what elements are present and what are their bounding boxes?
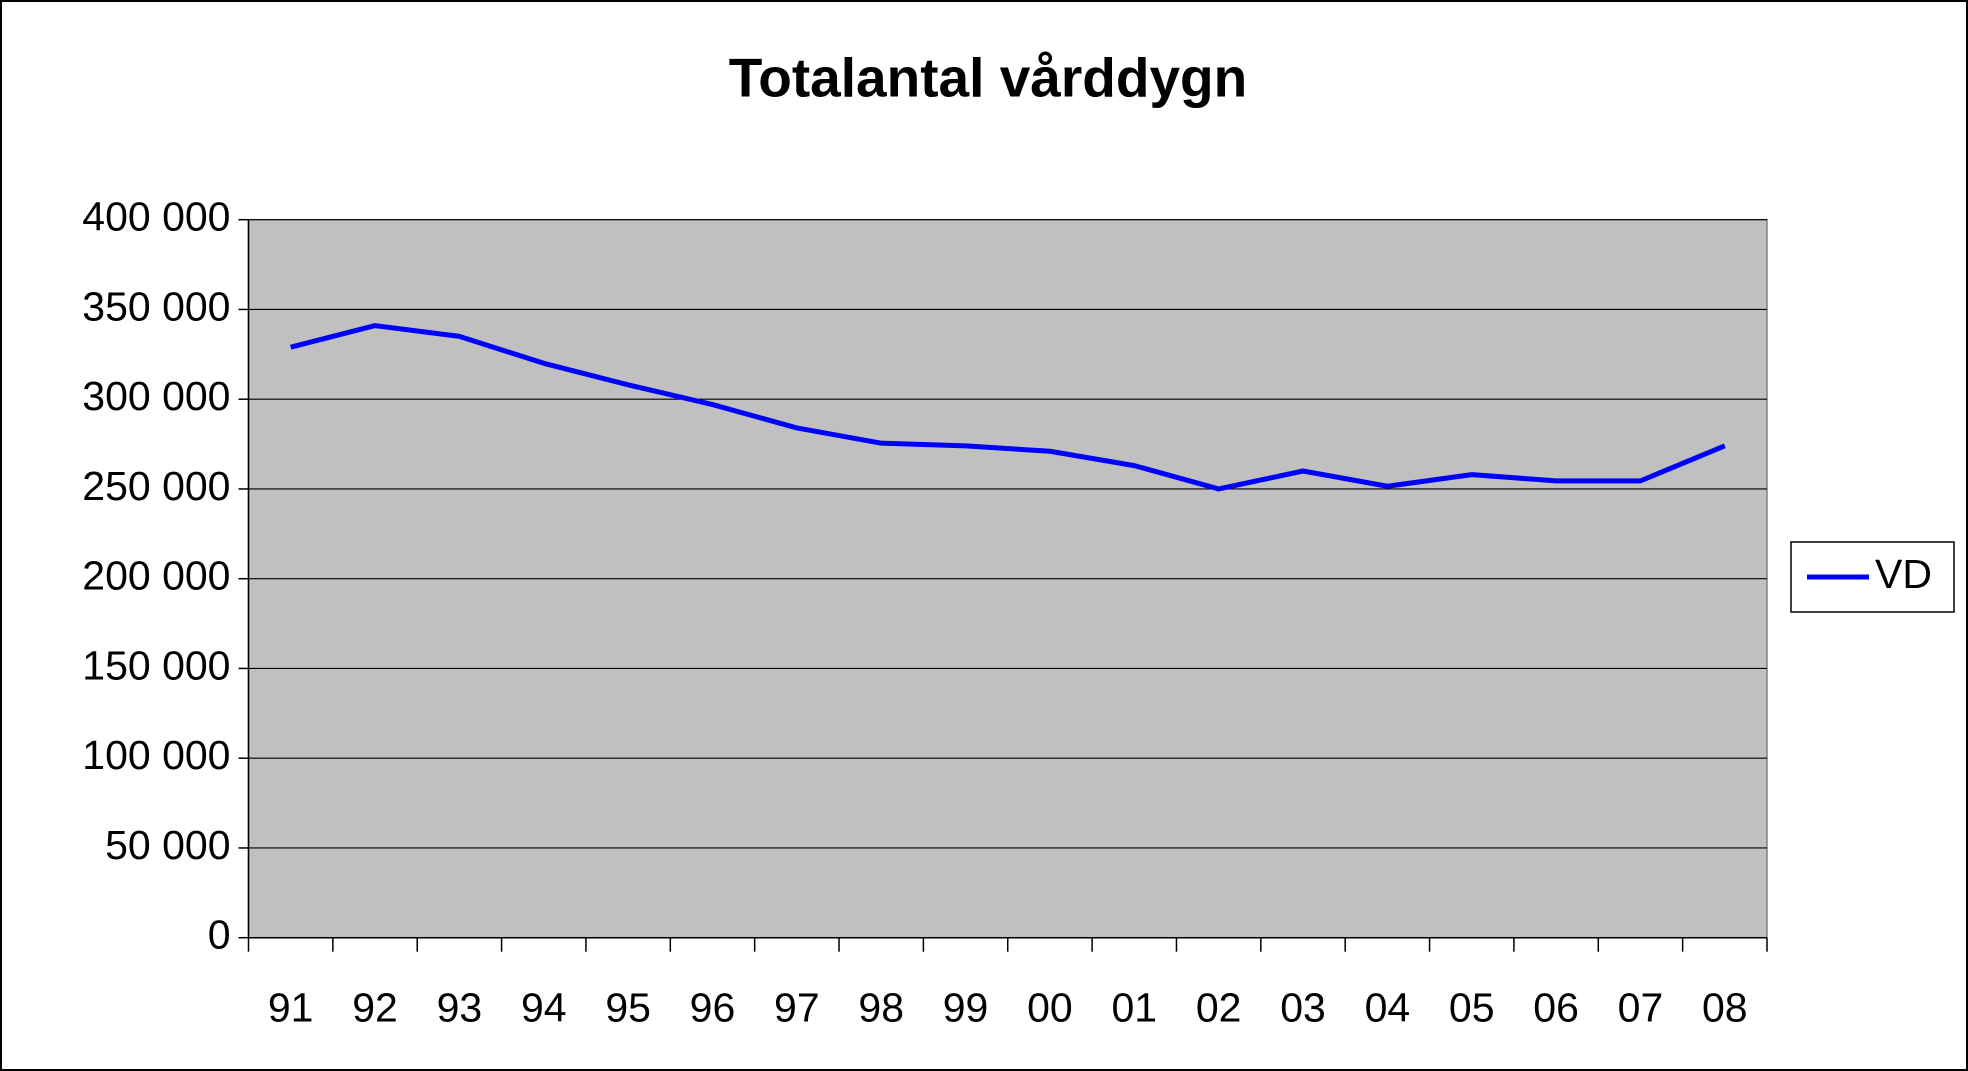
y-tick-label: 0 bbox=[208, 912, 231, 958]
x-tick-label: 91 bbox=[268, 985, 314, 1031]
x-tick-label: 00 bbox=[1027, 985, 1073, 1031]
x-tick-label: 98 bbox=[858, 985, 904, 1031]
y-tick-label: 300 000 bbox=[82, 373, 230, 419]
x-tick-label: 95 bbox=[605, 985, 651, 1031]
y-tick-label: 350 000 bbox=[82, 283, 230, 329]
x-tick-label: 05 bbox=[1449, 985, 1495, 1031]
y-tick-label: 250 000 bbox=[82, 463, 230, 509]
x-tick-label: 92 bbox=[352, 985, 398, 1031]
x-tick-label: 07 bbox=[1618, 985, 1664, 1031]
x-tick-label: 99 bbox=[943, 985, 989, 1031]
y-tick-label: 150 000 bbox=[82, 642, 230, 688]
y-tick-label: 100 000 bbox=[82, 732, 230, 778]
x-tick-label: 02 bbox=[1196, 985, 1242, 1031]
x-tick-label: 96 bbox=[690, 985, 736, 1031]
y-tick-label: 400 000 bbox=[82, 194, 230, 240]
chart-title: Totalantal vårddygn bbox=[729, 47, 1248, 109]
x-tick-label: 03 bbox=[1280, 985, 1326, 1031]
data-line bbox=[290, 323, 1726, 492]
legend-label: VD bbox=[1875, 551, 1932, 597]
x-tick-label: 94 bbox=[521, 985, 567, 1031]
x-tick-label: 04 bbox=[1365, 985, 1411, 1031]
x-tick-label: 93 bbox=[437, 985, 483, 1031]
x-tick-label: 97 bbox=[774, 985, 820, 1031]
x-tick-label: 01 bbox=[1111, 985, 1157, 1031]
x-tick-label: 08 bbox=[1702, 985, 1748, 1031]
x-tick-label: 06 bbox=[1533, 985, 1579, 1031]
y-tick-label: 50 000 bbox=[105, 822, 230, 868]
y-tick-label: 200 000 bbox=[82, 553, 230, 599]
